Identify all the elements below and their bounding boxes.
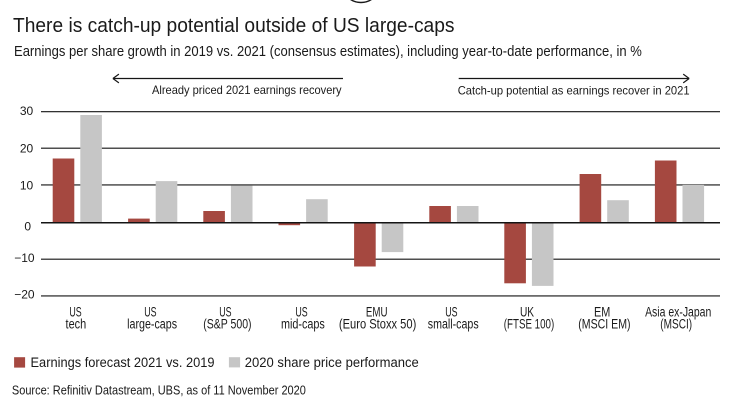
svg-text:30: 30 <box>20 104 34 118</box>
svg-text:(Euro Stoxx 50): (Euro Stoxx 50) <box>339 316 416 331</box>
svg-text:US: US <box>295 304 307 319</box>
svg-text:Catch-up potential as earnings: Catch-up potential as earnings recover i… <box>458 83 690 97</box>
svg-text:tech: tech <box>66 316 87 331</box>
svg-text:mid-caps: mid-caps <box>281 316 325 331</box>
svg-text:20: 20 <box>20 141 34 155</box>
svg-text:Source: Refinitiv Datastream,: Source: Refinitiv Datastream, UBS, as of… <box>12 384 306 398</box>
svg-text:−20: −20 <box>14 288 35 302</box>
svg-text:EM: EM <box>594 304 610 319</box>
svg-text:(FTSE 100): (FTSE 100) <box>504 316 555 331</box>
svg-text:large-caps: large-caps <box>127 316 177 331</box>
svg-text:There is catch-up potential ou: There is catch-up potential outside of U… <box>13 15 455 37</box>
svg-text:US: US <box>445 304 457 319</box>
svg-text:−10: −10 <box>14 251 35 265</box>
svg-text:Asia ex-Japan: Asia ex-Japan <box>645 304 711 319</box>
svg-text:US: US <box>69 304 81 319</box>
svg-text:Already priced 2021 earnings r: Already priced 2021 earnings recovery <box>152 83 342 97</box>
svg-text:US: US <box>219 304 231 319</box>
svg-text:Earnings per share growth in 2: Earnings per share growth in 2019 vs. 20… <box>14 43 642 60</box>
svg-text:2020 share price performance: 2020 share price performance <box>245 355 419 370</box>
svg-text:UK: UK <box>520 304 534 319</box>
svg-text:0: 0 <box>24 220 31 234</box>
svg-text:small-caps: small-caps <box>428 316 479 331</box>
svg-text:(MSCI): (MSCI) <box>660 316 692 331</box>
svg-text:US: US <box>144 304 156 319</box>
svg-text:EMU: EMU <box>366 304 388 319</box>
svg-text:Earnings forecast 2021 vs. 201: Earnings forecast 2021 vs. 2019 <box>31 355 215 370</box>
svg-text:10: 10 <box>20 179 34 193</box>
svg-text:(MSCI EM): (MSCI EM) <box>578 316 630 331</box>
svg-text:(S&P 500): (S&P 500) <box>203 316 251 331</box>
